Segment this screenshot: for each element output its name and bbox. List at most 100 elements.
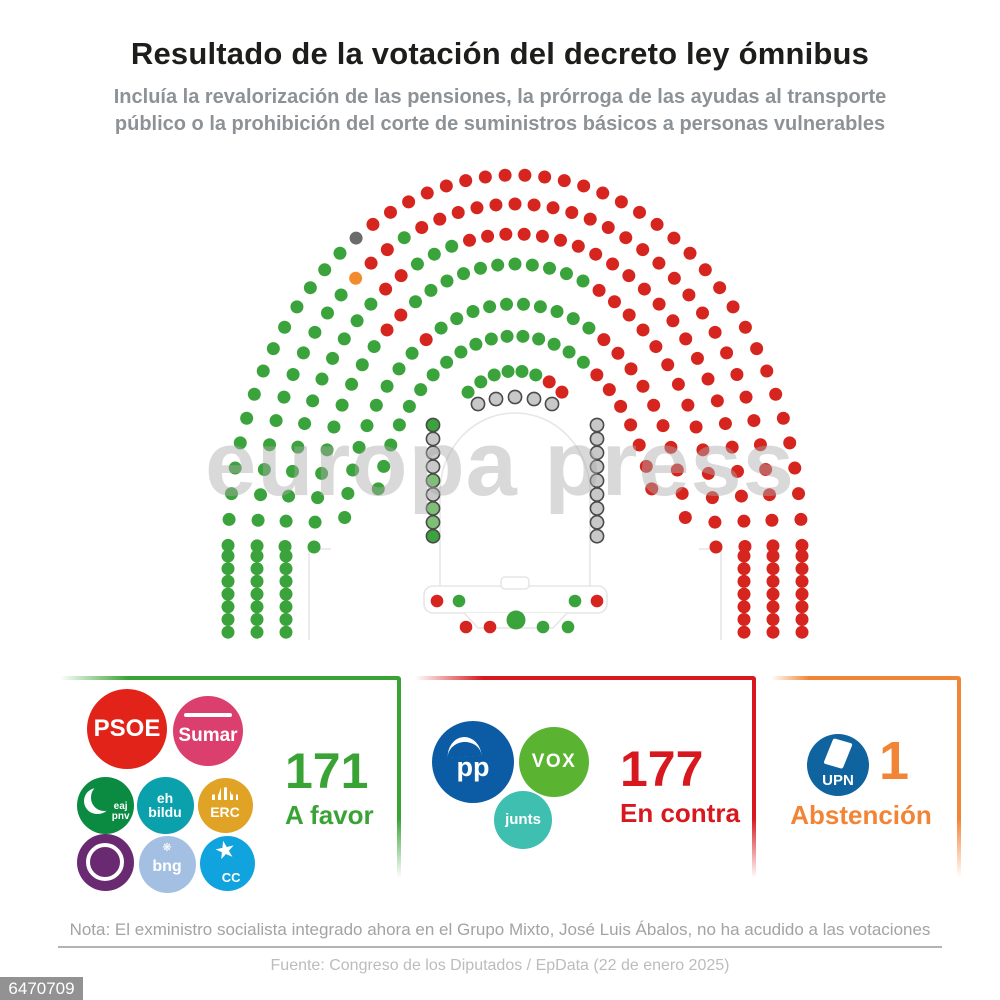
logo-pnv-text: eaj pnv xyxy=(111,800,130,822)
seat-row3 xyxy=(508,257,522,271)
seat-row5 xyxy=(532,332,546,346)
votes-a-favor-label: A favor xyxy=(285,800,374,830)
seat-row0 xyxy=(633,205,647,219)
seat-row3 xyxy=(592,283,606,297)
seat-block0 xyxy=(279,613,293,626)
seat-row3 xyxy=(661,358,675,372)
bench-seat-col0 xyxy=(425,514,441,530)
seat-row1 xyxy=(364,256,378,270)
seat-row1 xyxy=(415,221,429,235)
logo-cc: CC xyxy=(199,835,255,891)
seat-row0 xyxy=(698,263,712,277)
bench-seat-arc xyxy=(488,391,504,407)
logo-sumar-text: Sumar xyxy=(178,725,238,747)
votes-en-contra-label: En contra xyxy=(620,798,740,828)
result-a-favor: 171 A favor xyxy=(285,746,374,831)
seat-block1 xyxy=(795,625,809,639)
seat-block0 xyxy=(250,600,264,614)
seat-block0 xyxy=(250,613,264,626)
seat-row0 xyxy=(266,342,280,356)
seat-row2 xyxy=(679,332,693,346)
seat-block1 xyxy=(737,600,751,614)
seat-row0 xyxy=(795,538,809,552)
seat-block1 xyxy=(795,600,809,614)
seat-row1 xyxy=(696,306,710,320)
seat-row2 xyxy=(481,229,495,243)
footer-divider xyxy=(58,946,942,948)
seat-row2 xyxy=(427,247,441,261)
logo-vox: VOX xyxy=(519,727,589,797)
seat-row0 xyxy=(221,538,235,552)
seat-row3 xyxy=(440,274,454,288)
seat-row0 xyxy=(683,246,697,260)
seat-block0 xyxy=(221,549,235,563)
seat-row4 xyxy=(405,346,419,360)
seat-row0 xyxy=(439,179,453,193)
logo-psoe: PSOE xyxy=(87,689,167,769)
seat-block1 xyxy=(737,574,751,588)
logo-pp-text: pp xyxy=(456,752,490,783)
seat-row3 xyxy=(708,515,722,529)
seat-row0 xyxy=(256,364,270,378)
seat-row0 xyxy=(667,231,681,245)
seat-row2 xyxy=(499,227,513,241)
seat-row6 xyxy=(461,385,475,399)
mesa-trapezoid xyxy=(463,612,568,629)
seat-row4 xyxy=(369,398,383,412)
logo-vox-text: VOX xyxy=(531,751,577,773)
votes-abstencion-label: Abstención xyxy=(790,800,932,830)
seat-row2 xyxy=(379,282,393,296)
seat-row0 xyxy=(557,174,571,188)
seat-row0 xyxy=(290,300,304,314)
seat-block1 xyxy=(766,549,780,563)
seat-row1 xyxy=(730,368,744,382)
seat-block1 xyxy=(737,562,751,576)
mesa-president-seat xyxy=(506,610,526,630)
logo-bng: bng xyxy=(138,835,196,893)
seat-row4 xyxy=(466,305,480,319)
seat-row4 xyxy=(597,333,611,347)
seat-block1 xyxy=(766,613,780,626)
bench-seat-col1 xyxy=(589,528,605,544)
seat-row3 xyxy=(607,295,621,309)
seat-block0 xyxy=(221,600,235,614)
seat-row4 xyxy=(450,312,464,326)
seat-row1 xyxy=(619,231,633,245)
seat-row0 xyxy=(366,217,380,231)
seat-row3 xyxy=(457,267,471,281)
seat-row5 xyxy=(469,337,483,351)
seat-block1 xyxy=(795,587,809,601)
mesa-seat xyxy=(483,620,497,634)
bench-seat-arc xyxy=(544,396,560,412)
seat-block0 xyxy=(221,625,235,639)
seat-row4 xyxy=(611,346,625,360)
seat-row3 xyxy=(525,258,539,272)
seat-row3 xyxy=(345,377,359,391)
mesa-seat xyxy=(459,620,473,634)
seat-row0 xyxy=(650,217,664,231)
seat-row5 xyxy=(547,337,561,351)
seat-row3 xyxy=(308,515,322,529)
seat-row2 xyxy=(315,372,329,386)
seat-row1 xyxy=(565,206,579,220)
seat-block0 xyxy=(250,562,264,576)
mesa-seat xyxy=(430,594,444,608)
seat-row0 xyxy=(760,364,774,378)
seat-row0 xyxy=(420,186,434,200)
logo-erc: ERC xyxy=(197,777,253,833)
seat-row0 xyxy=(713,281,727,295)
seat-block0 xyxy=(250,587,264,601)
seat-row2 xyxy=(637,282,651,296)
mesa-seat xyxy=(561,620,575,634)
left-floor-guide xyxy=(308,548,331,640)
seat-row1 xyxy=(334,288,348,302)
seat-row0 xyxy=(303,281,317,295)
seat-row1 xyxy=(308,325,322,339)
seat-row2 xyxy=(589,247,603,261)
seat-row6 xyxy=(542,375,556,389)
logo-bildu-text: eh bildu xyxy=(148,789,182,820)
seat-row3 xyxy=(709,540,723,554)
seat-row0 xyxy=(596,186,610,200)
seat-row4 xyxy=(636,379,650,393)
seat-row3 xyxy=(622,308,636,322)
